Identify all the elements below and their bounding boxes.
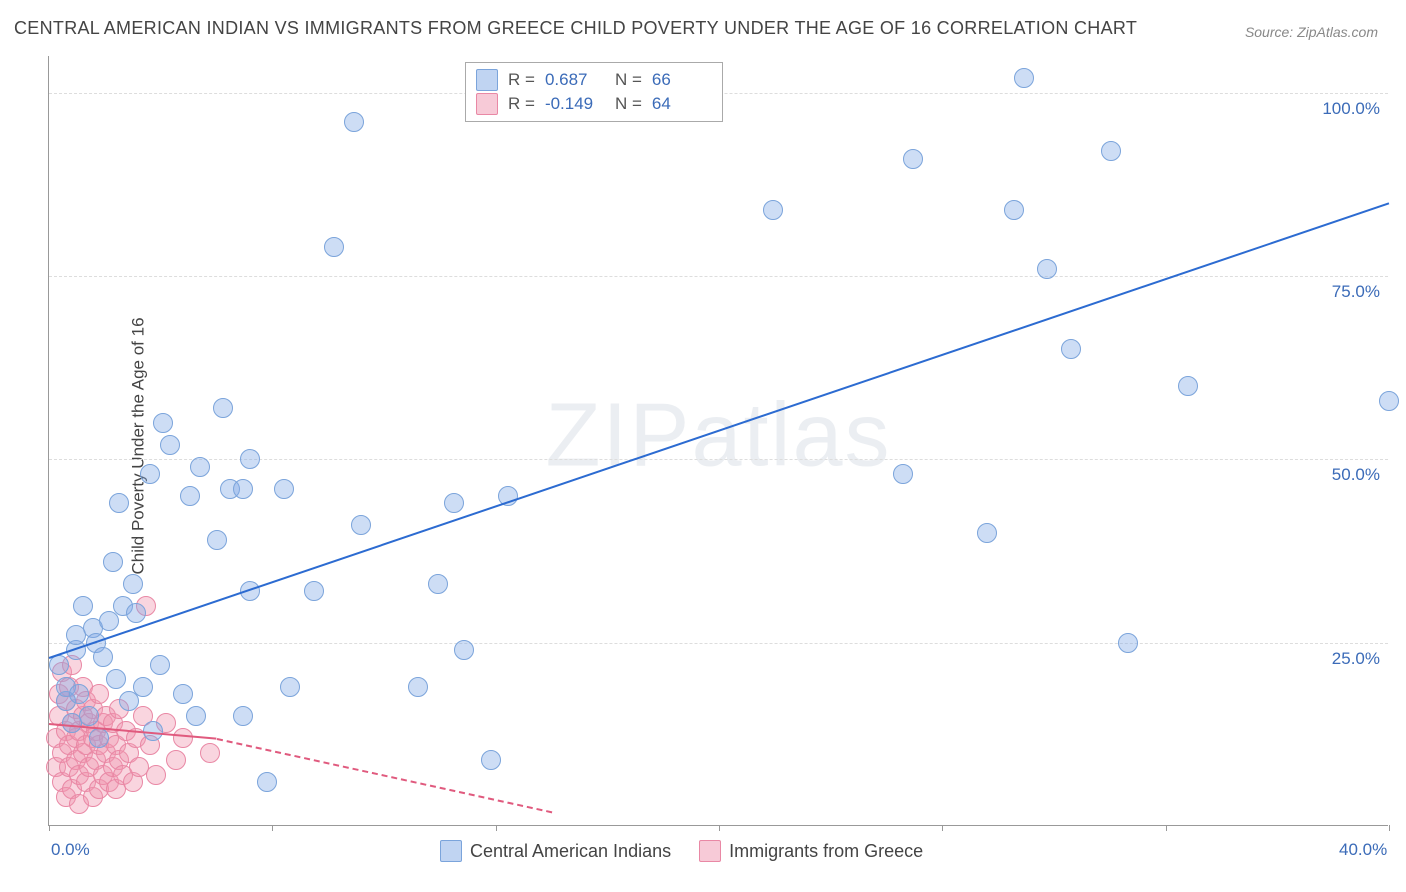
data-point bbox=[160, 435, 180, 455]
n-label: N = bbox=[615, 70, 642, 90]
data-point bbox=[106, 669, 126, 689]
data-point bbox=[481, 750, 501, 770]
source-label: Source: ZipAtlas.com bbox=[1245, 24, 1378, 40]
data-point bbox=[977, 523, 997, 543]
data-point bbox=[257, 772, 277, 792]
data-point bbox=[173, 728, 193, 748]
data-point bbox=[166, 750, 186, 770]
data-point bbox=[893, 464, 913, 484]
data-point bbox=[109, 493, 129, 513]
data-point bbox=[1379, 391, 1399, 411]
data-point bbox=[428, 574, 448, 594]
x-tick-label: 0.0% bbox=[51, 840, 90, 860]
legend-row-pink: R = -0.149 N = 64 bbox=[476, 93, 712, 115]
x-tick-label: 40.0% bbox=[1339, 840, 1387, 860]
data-point bbox=[1014, 68, 1034, 88]
pink-swatch-icon bbox=[699, 840, 721, 862]
data-point bbox=[180, 486, 200, 506]
data-point bbox=[123, 574, 143, 594]
data-point bbox=[280, 677, 300, 697]
data-point bbox=[173, 684, 193, 704]
r-label: R = bbox=[508, 70, 535, 90]
data-point bbox=[454, 640, 474, 660]
pink-series-label: Immigrants from Greece bbox=[729, 841, 923, 862]
blue-swatch-icon bbox=[440, 840, 462, 862]
data-point bbox=[274, 479, 294, 499]
data-point bbox=[304, 581, 324, 601]
pink-swatch-icon bbox=[476, 93, 498, 115]
correlation-legend: R = 0.687 N = 66 R = -0.149 N = 64 bbox=[465, 62, 723, 122]
x-tick bbox=[1389, 825, 1390, 831]
y-tick-label: 25.0% bbox=[1332, 649, 1380, 669]
data-point bbox=[763, 200, 783, 220]
blue-swatch-icon bbox=[476, 69, 498, 91]
x-tick bbox=[1166, 825, 1167, 831]
data-point bbox=[140, 464, 160, 484]
x-tick bbox=[942, 825, 943, 831]
blue-n-value: 66 bbox=[652, 70, 712, 90]
data-point bbox=[233, 479, 253, 499]
data-point bbox=[240, 449, 260, 469]
data-point bbox=[1061, 339, 1081, 359]
y-tick-label: 75.0% bbox=[1332, 282, 1380, 302]
series-legend: Central American Indians Immigrants from… bbox=[440, 840, 923, 862]
data-point bbox=[213, 398, 233, 418]
x-tick bbox=[496, 825, 497, 831]
data-point bbox=[1004, 200, 1024, 220]
data-point bbox=[69, 684, 89, 704]
n-label: N = bbox=[615, 94, 642, 114]
series-legend-blue: Central American Indians bbox=[440, 840, 671, 862]
data-point bbox=[89, 728, 109, 748]
data-point bbox=[1118, 633, 1138, 653]
data-point bbox=[150, 655, 170, 675]
data-point bbox=[190, 457, 210, 477]
data-point bbox=[1178, 376, 1198, 396]
data-point bbox=[351, 515, 371, 535]
series-legend-pink: Immigrants from Greece bbox=[699, 840, 923, 862]
data-point bbox=[444, 493, 464, 513]
data-point bbox=[89, 684, 109, 704]
gridline-horizontal bbox=[49, 276, 1388, 277]
data-point bbox=[126, 603, 146, 623]
data-point bbox=[1101, 141, 1121, 161]
data-point bbox=[133, 677, 153, 697]
data-point bbox=[200, 743, 220, 763]
data-point bbox=[1037, 259, 1057, 279]
plot-area: ZIPatlas 25.0%50.0%75.0%100.0%0.0%40.0% bbox=[48, 56, 1388, 826]
legend-row-blue: R = 0.687 N = 66 bbox=[476, 69, 712, 91]
blue-series-label: Central American Indians bbox=[470, 841, 671, 862]
gridline-horizontal bbox=[49, 643, 1388, 644]
data-point bbox=[903, 149, 923, 169]
data-point bbox=[103, 552, 123, 572]
x-tick bbox=[719, 825, 720, 831]
chart-title: CENTRAL AMERICAN INDIAN VS IMMIGRANTS FR… bbox=[14, 18, 1137, 39]
x-tick bbox=[49, 825, 50, 831]
data-point bbox=[207, 530, 227, 550]
trend-line bbox=[49, 203, 1390, 660]
blue-r-value: 0.687 bbox=[545, 70, 605, 90]
y-tick-label: 100.0% bbox=[1322, 99, 1380, 119]
data-point bbox=[93, 647, 113, 667]
data-point bbox=[408, 677, 428, 697]
data-point bbox=[324, 237, 344, 257]
data-point bbox=[73, 596, 93, 616]
r-label: R = bbox=[508, 94, 535, 114]
data-point bbox=[186, 706, 206, 726]
data-point bbox=[146, 765, 166, 785]
y-tick-label: 50.0% bbox=[1332, 465, 1380, 485]
x-tick bbox=[272, 825, 273, 831]
data-point bbox=[233, 706, 253, 726]
pink-r-value: -0.149 bbox=[545, 94, 605, 114]
data-point bbox=[153, 413, 173, 433]
pink-n-value: 64 bbox=[652, 94, 712, 114]
data-point bbox=[79, 706, 99, 726]
data-point bbox=[344, 112, 364, 132]
